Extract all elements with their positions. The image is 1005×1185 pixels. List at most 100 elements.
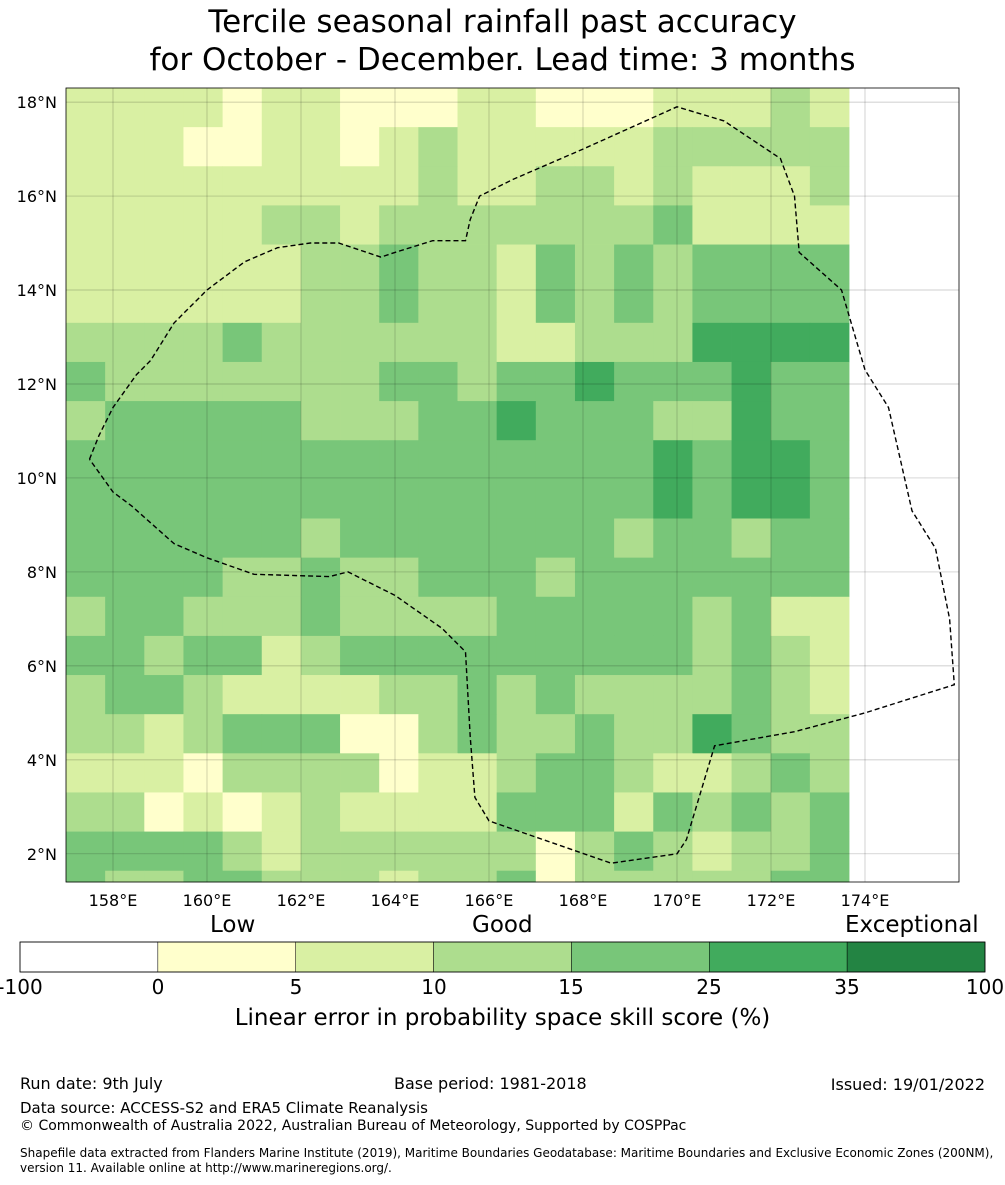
heatmap-cell [105, 557, 145, 598]
heatmap-cell [105, 205, 145, 245]
heatmap-cell [379, 127, 419, 167]
heatmap-cell [496, 831, 537, 872]
heatmap-cell [653, 596, 693, 637]
heatmap-cell [770, 88, 811, 128]
heatmap-cell [770, 675, 811, 715]
heatmap-cell [496, 557, 537, 598]
heatmap-cell [692, 401, 732, 441]
colorbar-tick: -100 [0, 975, 43, 999]
heatmap-cell [614, 244, 654, 285]
heatmap-cell [574, 322, 615, 363]
heatmap-cell [770, 401, 811, 441]
heatmap-cell [574, 753, 615, 793]
heatmap-cell [496, 205, 537, 245]
heatmap-cell [66, 753, 106, 793]
heatmap-cell [418, 870, 458, 883]
heatmap-cell [653, 205, 693, 245]
heatmap-cell [144, 557, 184, 598]
heatmap-cell [261, 557, 302, 598]
heatmap-cell [144, 401, 184, 441]
colorbar-tick: 100 [965, 975, 1005, 999]
heatmap-cell [809, 244, 850, 285]
heatmap-cell [222, 166, 263, 206]
heatmap-cell [535, 518, 576, 559]
heatmap-cell [144, 440, 184, 480]
heatmap-cell [457, 518, 498, 559]
data-source: Data source: ACCESS-S2 and ERA5 Climate … [20, 1099, 428, 1117]
heatmap-cell [614, 88, 654, 128]
heatmap-cell [379, 88, 419, 128]
heatmap-cell [496, 870, 537, 883]
heatmap-cell [183, 557, 224, 598]
heatmap-cell [535, 166, 576, 206]
heatmap-cell [770, 596, 811, 637]
heatmap-cell [731, 244, 772, 285]
heatmap-cell [809, 401, 850, 441]
heatmap-cell [261, 714, 302, 754]
heatmap-cell [66, 870, 106, 883]
heatmap-cell [809, 792, 850, 832]
heatmap-cell [535, 557, 576, 598]
heatmap-cell [692, 557, 732, 598]
heatmap-cell [692, 479, 732, 519]
heatmap-cell [144, 127, 184, 167]
heatmap-cell [692, 870, 732, 883]
heatmap-cell [692, 205, 732, 245]
heatmap-cell [222, 518, 263, 559]
heatmap-cell [300, 753, 341, 793]
heatmap-cell [574, 635, 615, 676]
heatmap-cell [614, 283, 654, 324]
heatmap-cell [574, 166, 615, 206]
heatmap-cell [574, 596, 615, 637]
heatmap-cell [692, 596, 732, 637]
heatmap-cell [66, 127, 106, 167]
heatmap-cell [105, 792, 145, 832]
heatmap-cell [614, 792, 654, 832]
heatmap-cell [653, 635, 693, 676]
heatmap-cell [574, 792, 615, 832]
heatmap-cell [340, 714, 380, 754]
heatmap-cell [418, 440, 458, 480]
heatmap-cell [222, 283, 263, 324]
heatmap-cell [144, 322, 184, 363]
heatmap-cell [574, 675, 615, 715]
heatmap-cell [144, 88, 184, 128]
heatmap-cell [496, 596, 537, 637]
heatmap-cell [183, 88, 224, 128]
heatmap-cell [653, 753, 693, 793]
heatmap-cell [614, 361, 654, 402]
heatmap-cell [770, 166, 811, 206]
heatmap-cell [496, 635, 537, 676]
heatmap-cell [535, 714, 576, 754]
heatmap-cell [731, 127, 772, 167]
heatmap-cell [731, 753, 772, 793]
heatmap-cell [653, 127, 693, 167]
heatmap-cell [300, 479, 341, 519]
colorbar-segment [19, 941, 159, 973]
heatmap-cell [222, 205, 263, 245]
heatmap-cell [457, 753, 498, 793]
heatmap-cell [653, 518, 693, 559]
heatmap-cell [66, 361, 106, 402]
heatmap-cell [105, 244, 145, 285]
heatmap-cell [457, 205, 498, 245]
heatmap-cell [692, 283, 732, 324]
heatmap-cell [183, 870, 224, 883]
heatmap-cell [183, 479, 224, 519]
skill-heatmap [66, 88, 850, 883]
heatmap-cell [692, 88, 732, 128]
heatmap-cell [183, 714, 224, 754]
heatmap-cell [261, 870, 302, 883]
heatmap-cell [809, 322, 850, 363]
heatmap-cell [692, 831, 732, 872]
heatmap-cell [183, 831, 224, 872]
heatmap-cell [535, 479, 576, 519]
heatmap-cell [222, 479, 263, 519]
heatmap-cell [379, 479, 419, 519]
longitude-tick-label: 170°E [653, 891, 702, 910]
heatmap-cell [183, 244, 224, 285]
colorbar-segment [433, 941, 572, 973]
heatmap-cell [496, 361, 537, 402]
heatmap-cell [731, 205, 772, 245]
heatmap-cell [418, 557, 458, 598]
